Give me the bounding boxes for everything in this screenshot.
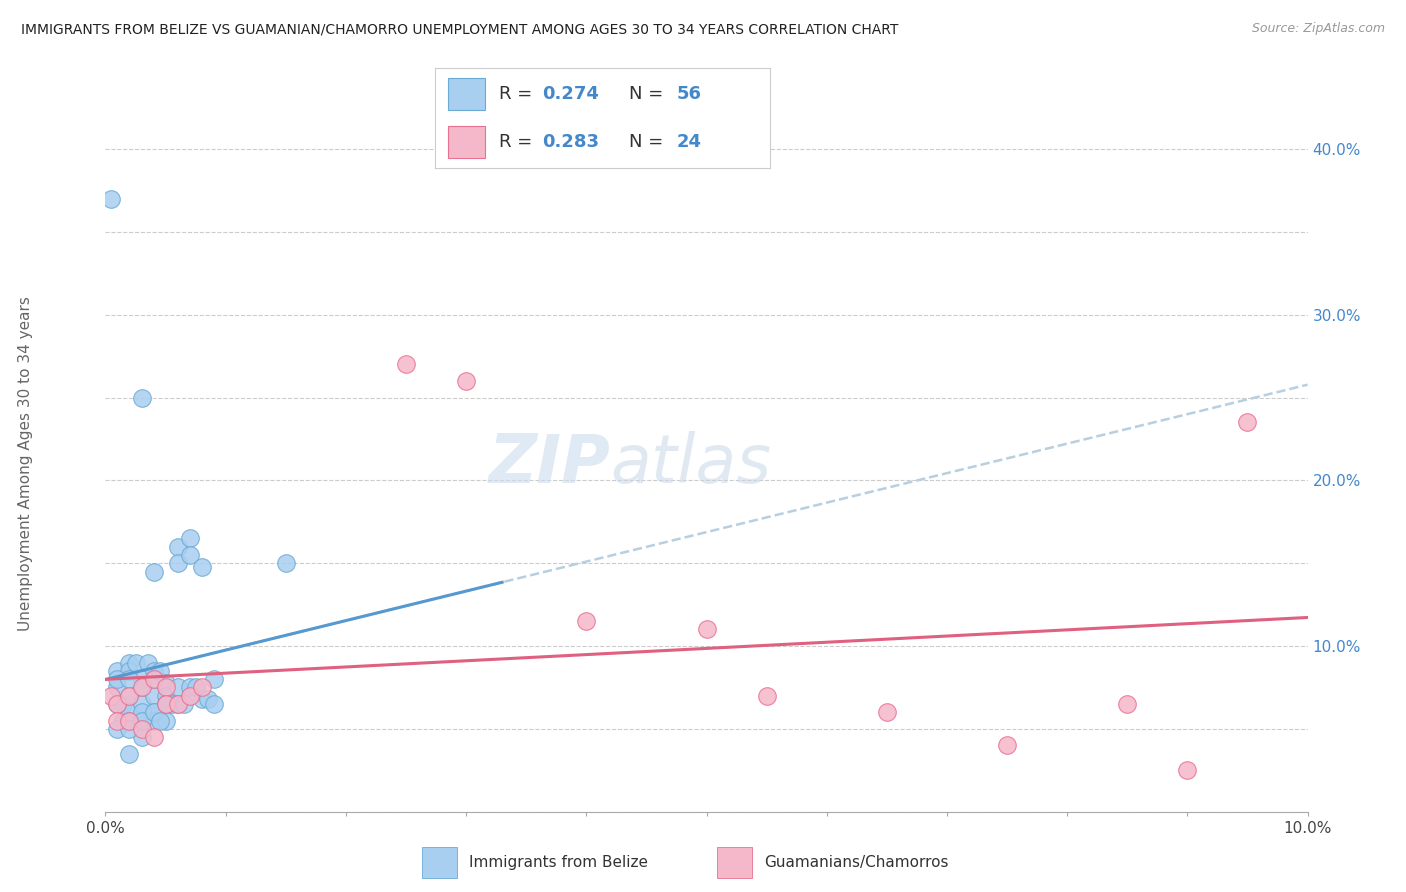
Point — [184, 681, 207, 695]
Point — [118, 664, 141, 678]
Text: Guamanians/Chamorros: Guamanians/Chamorros — [765, 855, 949, 870]
Point — [148, 664, 170, 678]
Bar — [717, 847, 752, 878]
Point — [142, 730, 165, 744]
Text: N =: N = — [630, 133, 669, 151]
Point — [166, 681, 188, 695]
Point — [155, 714, 177, 728]
Point — [696, 623, 718, 637]
Point — [100, 192, 122, 206]
Text: R =: R = — [499, 133, 537, 151]
Point — [179, 689, 201, 703]
Point — [179, 532, 201, 546]
Point — [131, 681, 153, 695]
Point — [112, 714, 135, 728]
Point — [166, 697, 188, 711]
Point — [118, 714, 141, 728]
Point — [190, 692, 212, 706]
Point — [155, 675, 177, 690]
Point — [148, 714, 170, 728]
Point — [131, 706, 153, 720]
Point — [118, 689, 141, 703]
Point — [118, 722, 141, 736]
Point — [107, 697, 129, 711]
Point — [131, 730, 153, 744]
Point — [124, 656, 146, 670]
Text: 0.283: 0.283 — [543, 133, 599, 151]
Text: R =: R = — [499, 85, 537, 103]
Point — [876, 706, 898, 720]
Point — [142, 664, 165, 678]
Point — [155, 697, 177, 711]
Point — [202, 672, 225, 686]
Point — [142, 714, 165, 728]
Point — [142, 706, 165, 720]
Point — [1236, 416, 1258, 430]
Text: Immigrants from Belize: Immigrants from Belize — [470, 855, 648, 870]
Point — [118, 706, 141, 720]
Point — [155, 681, 177, 695]
Text: Source: ZipAtlas.com: Source: ZipAtlas.com — [1251, 22, 1385, 36]
Point — [202, 697, 225, 711]
Point — [166, 556, 188, 570]
Point — [155, 697, 177, 711]
Point — [395, 358, 418, 372]
Point — [995, 739, 1018, 753]
Bar — [449, 78, 485, 110]
Point — [131, 714, 153, 728]
Text: 56: 56 — [676, 85, 702, 103]
Point — [197, 692, 219, 706]
Text: ZIP: ZIP — [488, 431, 610, 497]
Point — [107, 722, 129, 736]
Point — [118, 689, 141, 703]
Point — [166, 540, 188, 554]
Point — [160, 697, 183, 711]
Text: Unemployment Among Ages 30 to 34 years: Unemployment Among Ages 30 to 34 years — [18, 296, 32, 632]
Point — [454, 374, 477, 388]
Text: 24: 24 — [676, 133, 702, 151]
Point — [173, 697, 195, 711]
Point — [131, 391, 153, 405]
Point — [107, 697, 129, 711]
Point — [107, 664, 129, 678]
Point — [142, 689, 165, 703]
Point — [575, 614, 598, 628]
Point — [142, 565, 165, 579]
Point — [142, 672, 165, 686]
Point — [118, 656, 141, 670]
Point — [118, 747, 141, 761]
Point — [1116, 697, 1139, 711]
Point — [131, 697, 153, 711]
Point — [112, 697, 135, 711]
Point — [136, 656, 159, 670]
Point — [179, 681, 201, 695]
Point — [131, 681, 153, 695]
Point — [107, 714, 129, 728]
Point — [142, 706, 165, 720]
Bar — [422, 847, 457, 878]
Point — [131, 722, 153, 736]
Point — [190, 559, 212, 574]
Point — [1175, 764, 1198, 778]
Point — [155, 689, 177, 703]
Point — [190, 681, 212, 695]
Bar — [449, 126, 485, 158]
Point — [118, 714, 141, 728]
Point — [118, 672, 141, 686]
Point — [131, 714, 153, 728]
Point — [142, 672, 165, 686]
Point — [755, 689, 778, 703]
Point — [155, 697, 177, 711]
Point — [179, 548, 201, 562]
Text: atlas: atlas — [610, 431, 772, 497]
Text: N =: N = — [630, 85, 669, 103]
Point — [274, 556, 297, 570]
Text: 0.274: 0.274 — [543, 85, 599, 103]
Point — [107, 672, 129, 686]
Point — [131, 672, 153, 686]
Text: IMMIGRANTS FROM BELIZE VS GUAMANIAN/CHAMORRO UNEMPLOYMENT AMONG AGES 30 TO 34 YE: IMMIGRANTS FROM BELIZE VS GUAMANIAN/CHAM… — [21, 22, 898, 37]
Point — [166, 697, 188, 711]
Point — [100, 689, 122, 703]
Point — [107, 681, 129, 695]
